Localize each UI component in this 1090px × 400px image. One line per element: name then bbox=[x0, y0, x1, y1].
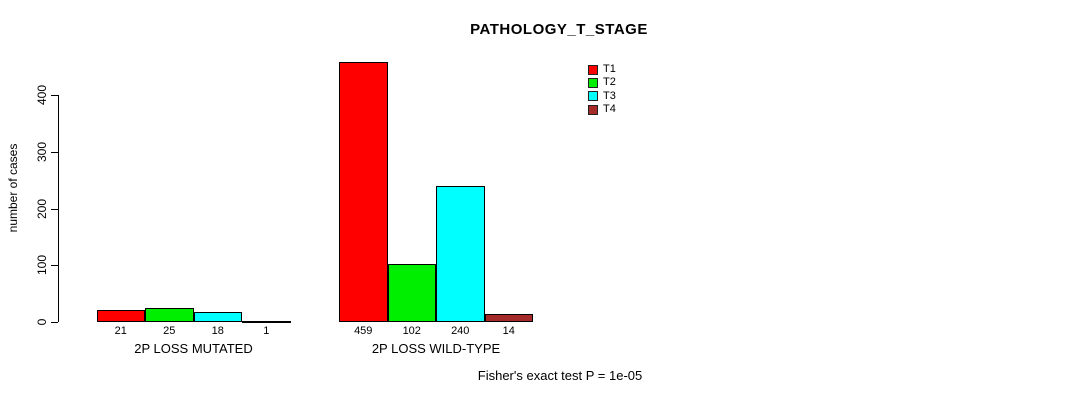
bar-t4-mutated bbox=[242, 321, 291, 323]
legend-swatch-icon bbox=[588, 64, 598, 75]
bar-value-label: 14 bbox=[502, 325, 515, 337]
y-axis-tick bbox=[51, 208, 58, 210]
y-axis-label: number of cases bbox=[6, 143, 20, 233]
legend-item-t3: T3 bbox=[588, 90, 616, 103]
legend-swatch-icon bbox=[588, 91, 598, 102]
legend-swatch-icon bbox=[588, 77, 598, 88]
legend-label: T2 bbox=[603, 76, 616, 89]
footer-annotation: Fisher's exact test P = 1e-05 bbox=[477, 368, 643, 383]
bar-t3-mutated bbox=[193, 312, 242, 322]
y-axis-tick-label: 300 bbox=[35, 141, 49, 162]
bar-value-label: 18 bbox=[211, 325, 224, 337]
y-axis-tick-label: 0 bbox=[35, 318, 49, 326]
bar-t2-mutated bbox=[145, 308, 194, 322]
legend-item-t1: T1 bbox=[588, 63, 616, 76]
legend-swatch-icon bbox=[588, 104, 598, 115]
y-axis-tick-label: 200 bbox=[35, 198, 49, 219]
category-label: 2P LOSS MUTATED bbox=[134, 341, 253, 356]
bar-t2-wild-type bbox=[387, 264, 436, 322]
y-axis-tick bbox=[51, 95, 58, 97]
legend-label: T3 bbox=[603, 89, 616, 102]
legend-item-t4: T4 bbox=[588, 103, 616, 116]
bar-value-label: 21 bbox=[114, 325, 127, 337]
bar-t3-wild-type bbox=[436, 186, 485, 322]
y-axis-tick bbox=[51, 151, 58, 153]
bar-value-label: 240 bbox=[451, 325, 470, 337]
bar-t4-wild-type bbox=[484, 314, 533, 322]
bar-value-label: 25 bbox=[163, 325, 176, 337]
legend-item-t2: T2 bbox=[588, 76, 616, 89]
legend-label: T4 bbox=[603, 103, 616, 116]
y-axis-tick bbox=[51, 322, 58, 323]
legend-label: T1 bbox=[603, 63, 616, 76]
bar-t1-mutated bbox=[96, 310, 145, 322]
bar-value-label: 1 bbox=[263, 325, 270, 337]
legend: T1 T2 T3 T4 bbox=[588, 63, 616, 116]
bar-value-label: 102 bbox=[402, 325, 421, 337]
y-axis-tick bbox=[51, 265, 58, 267]
category-label: 2P LOSS WILD-TYPE bbox=[371, 341, 501, 356]
y-axis-tick-label: 400 bbox=[35, 85, 49, 106]
bar-t1-wild-type bbox=[339, 62, 388, 322]
y-axis-line bbox=[58, 95, 59, 322]
bar-value-label: 459 bbox=[354, 325, 373, 337]
y-axis-tick-label: 100 bbox=[35, 255, 49, 276]
chart-title: PATHOLOGY_T_STAGE bbox=[470, 21, 648, 38]
